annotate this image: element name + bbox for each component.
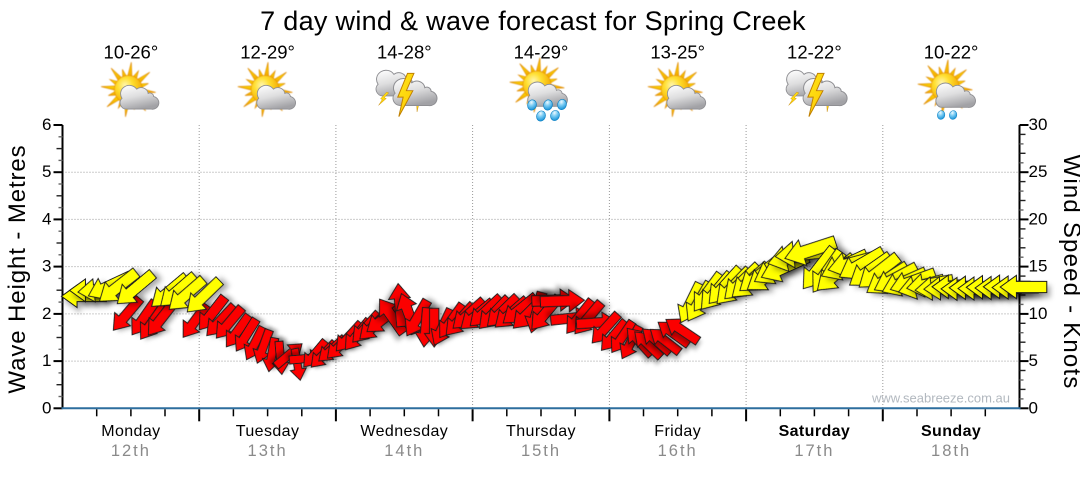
svg-text:Thursday: Thursday: [506, 423, 576, 440]
svg-text:Saturday: Saturday: [779, 423, 851, 440]
svg-text:1: 1: [42, 351, 51, 370]
svg-text:2: 2: [42, 304, 51, 323]
svg-text:15th: 15th: [521, 442, 561, 460]
svg-text:Wind Speed - Knots: Wind Speed - Knots: [1058, 154, 1080, 389]
svg-text:18th: 18th: [931, 442, 971, 460]
svg-text:Monday: Monday: [101, 423, 160, 440]
svg-text:30: 30: [1029, 115, 1048, 134]
svg-text:13th: 13th: [248, 442, 288, 460]
svg-text:7 day wind & wave forecast for: 7 day wind & wave forecast for Spring Cr…: [260, 6, 806, 36]
svg-text:14-28°: 14-28°: [377, 42, 432, 63]
svg-text:4: 4: [42, 209, 51, 228]
svg-text:www.seabreeze.com.au: www.seabreeze.com.au: [871, 391, 1010, 406]
svg-text:0: 0: [1029, 398, 1038, 417]
svg-text:13-25°: 13-25°: [650, 42, 705, 63]
svg-text:10-26°: 10-26°: [104, 42, 159, 63]
svg-text:10-22°: 10-22°: [924, 42, 979, 63]
svg-text:17th: 17th: [794, 442, 834, 460]
svg-text:14th: 14th: [384, 442, 424, 460]
svg-text:20: 20: [1029, 209, 1048, 228]
svg-text:6: 6: [42, 115, 51, 134]
svg-text:25: 25: [1029, 162, 1048, 181]
svg-text:12-22°: 12-22°: [787, 42, 842, 63]
svg-text:5: 5: [42, 162, 51, 181]
svg-text:Friday: Friday: [654, 423, 701, 440]
svg-text:0: 0: [42, 398, 51, 417]
svg-text:12th: 12th: [111, 442, 151, 460]
svg-text:Sunday: Sunday: [921, 423, 981, 440]
svg-text:10: 10: [1029, 304, 1048, 323]
svg-text:Tuesday: Tuesday: [236, 423, 300, 440]
svg-text:16th: 16th: [658, 442, 698, 460]
svg-text:14-29°: 14-29°: [514, 42, 569, 63]
svg-text:5: 5: [1029, 351, 1038, 370]
svg-text:12-29°: 12-29°: [240, 42, 295, 63]
svg-text:Wednesday: Wednesday: [360, 423, 448, 440]
svg-text:Wave Height - Metres: Wave Height - Metres: [4, 144, 31, 393]
svg-text:15: 15: [1029, 257, 1048, 276]
svg-text:3: 3: [42, 257, 51, 276]
